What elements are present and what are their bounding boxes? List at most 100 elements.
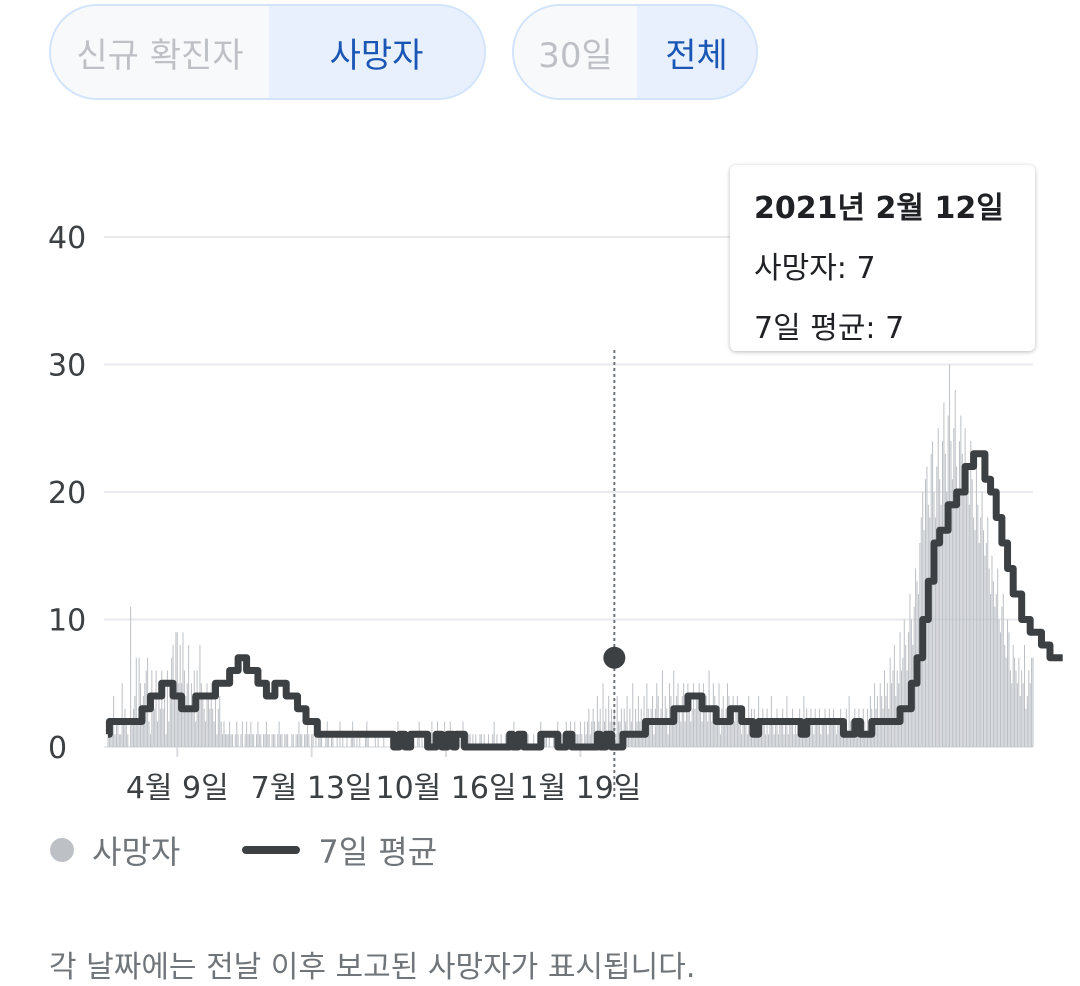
- death-bar: [584, 721, 586, 747]
- death-bar: [954, 390, 956, 747]
- death-bar: [605, 708, 607, 747]
- death-bar: [763, 721, 765, 747]
- death-bar: [130, 606, 132, 747]
- death-bar: [882, 708, 884, 747]
- death-bar: [968, 504, 970, 747]
- death-bar: [301, 734, 303, 747]
- death-bar: [956, 466, 958, 747]
- x-tick-label: 4월 9일: [126, 771, 229, 806]
- death-bar: [325, 734, 327, 747]
- death-bar: [1002, 594, 1004, 747]
- death-bar: [306, 721, 308, 747]
- death-bar: [608, 696, 610, 747]
- death-bar: [780, 721, 782, 747]
- death-bar: [988, 568, 990, 747]
- death-bar: [166, 670, 168, 747]
- death-bar: [827, 734, 829, 747]
- death-bar: [224, 734, 226, 747]
- death-bar: [867, 708, 869, 747]
- death-bar: [883, 670, 885, 747]
- death-bar: [769, 721, 771, 747]
- death-bar: [690, 721, 692, 747]
- death-bar: [181, 683, 183, 747]
- death-bar: [841, 734, 843, 747]
- death-bar: [114, 734, 116, 747]
- death-bar: [124, 708, 126, 747]
- death-bar: [929, 517, 931, 747]
- death-bar: [724, 721, 726, 747]
- death-bar: [544, 734, 546, 747]
- death-bar: [875, 708, 877, 747]
- range-30-days-option[interactable]: 30일: [514, 6, 637, 98]
- death-bar: [698, 683, 700, 747]
- range-all-option[interactable]: 전체: [637, 6, 756, 98]
- death-bar: [297, 734, 299, 747]
- death-bar: [548, 734, 550, 747]
- death-bar: [1008, 632, 1010, 747]
- death-bar: [217, 708, 219, 747]
- death-bar: [213, 721, 215, 747]
- death-bar: [263, 734, 265, 747]
- death-bar: [627, 734, 629, 747]
- death-bar: [321, 734, 323, 747]
- death-bar: [138, 657, 140, 747]
- death-bar: [831, 721, 833, 747]
- death-bar: [991, 555, 993, 747]
- death-bar: [974, 530, 976, 747]
- death-bar: [305, 734, 307, 747]
- chart-footnote: 각 날짜에는 전날 이후 보고된 사망자가 표시됩니다.: [49, 950, 696, 985]
- death-bar: [936, 466, 938, 747]
- death-bar: [561, 734, 563, 747]
- death-bar: [480, 734, 482, 747]
- y-tick-label: 20: [48, 476, 86, 511]
- death-bar: [483, 734, 485, 747]
- death-bar: [765, 734, 767, 747]
- death-bar: [291, 734, 293, 747]
- death-bar: [813, 734, 815, 747]
- death-bar: [553, 734, 555, 747]
- death-bar: [1032, 657, 1034, 747]
- death-bar: [816, 721, 818, 747]
- death-bar: [978, 543, 980, 747]
- death-bar: [421, 734, 423, 747]
- death-bar: [198, 696, 200, 747]
- death-bar: [618, 721, 620, 747]
- death-bar: [292, 734, 294, 747]
- death-bar: [278, 721, 280, 747]
- highlight-point: [603, 646, 626, 669]
- death-bar: [287, 734, 289, 747]
- death-bar: [281, 734, 283, 747]
- death-bar: [472, 734, 474, 747]
- death-bar: [899, 632, 901, 747]
- death-bar: [356, 734, 358, 747]
- death-bar: [120, 734, 122, 747]
- death-bar: [131, 721, 133, 747]
- death-bar: [681, 696, 683, 747]
- deaths-option[interactable]: 사망자: [269, 6, 484, 98]
- y-tick-label: 40: [48, 221, 86, 256]
- death-bar: [219, 696, 221, 747]
- death-bar: [710, 708, 712, 747]
- death-bar: [742, 721, 744, 747]
- death-bar: [951, 479, 953, 747]
- death-bar: [999, 632, 1001, 747]
- death-bar: [203, 708, 205, 747]
- death-bar: [246, 721, 248, 747]
- new-cases-option[interactable]: 신규 확진자: [51, 6, 269, 98]
- death-bar: [878, 721, 880, 747]
- death-bar: [158, 683, 160, 747]
- death-bar: [214, 696, 217, 747]
- death-bar: [741, 734, 743, 747]
- death-bar: [374, 734, 376, 747]
- death-bar: [982, 530, 985, 747]
- death-bar: [308, 734, 310, 747]
- death-bar: [932, 441, 934, 747]
- death-bar: [272, 734, 274, 747]
- death-bar: [185, 696, 187, 747]
- death-bar: [735, 708, 737, 747]
- death-bar: [431, 721, 433, 747]
- death-bar: [277, 734, 279, 747]
- death-bar: [649, 721, 651, 747]
- death-bar: [847, 734, 849, 747]
